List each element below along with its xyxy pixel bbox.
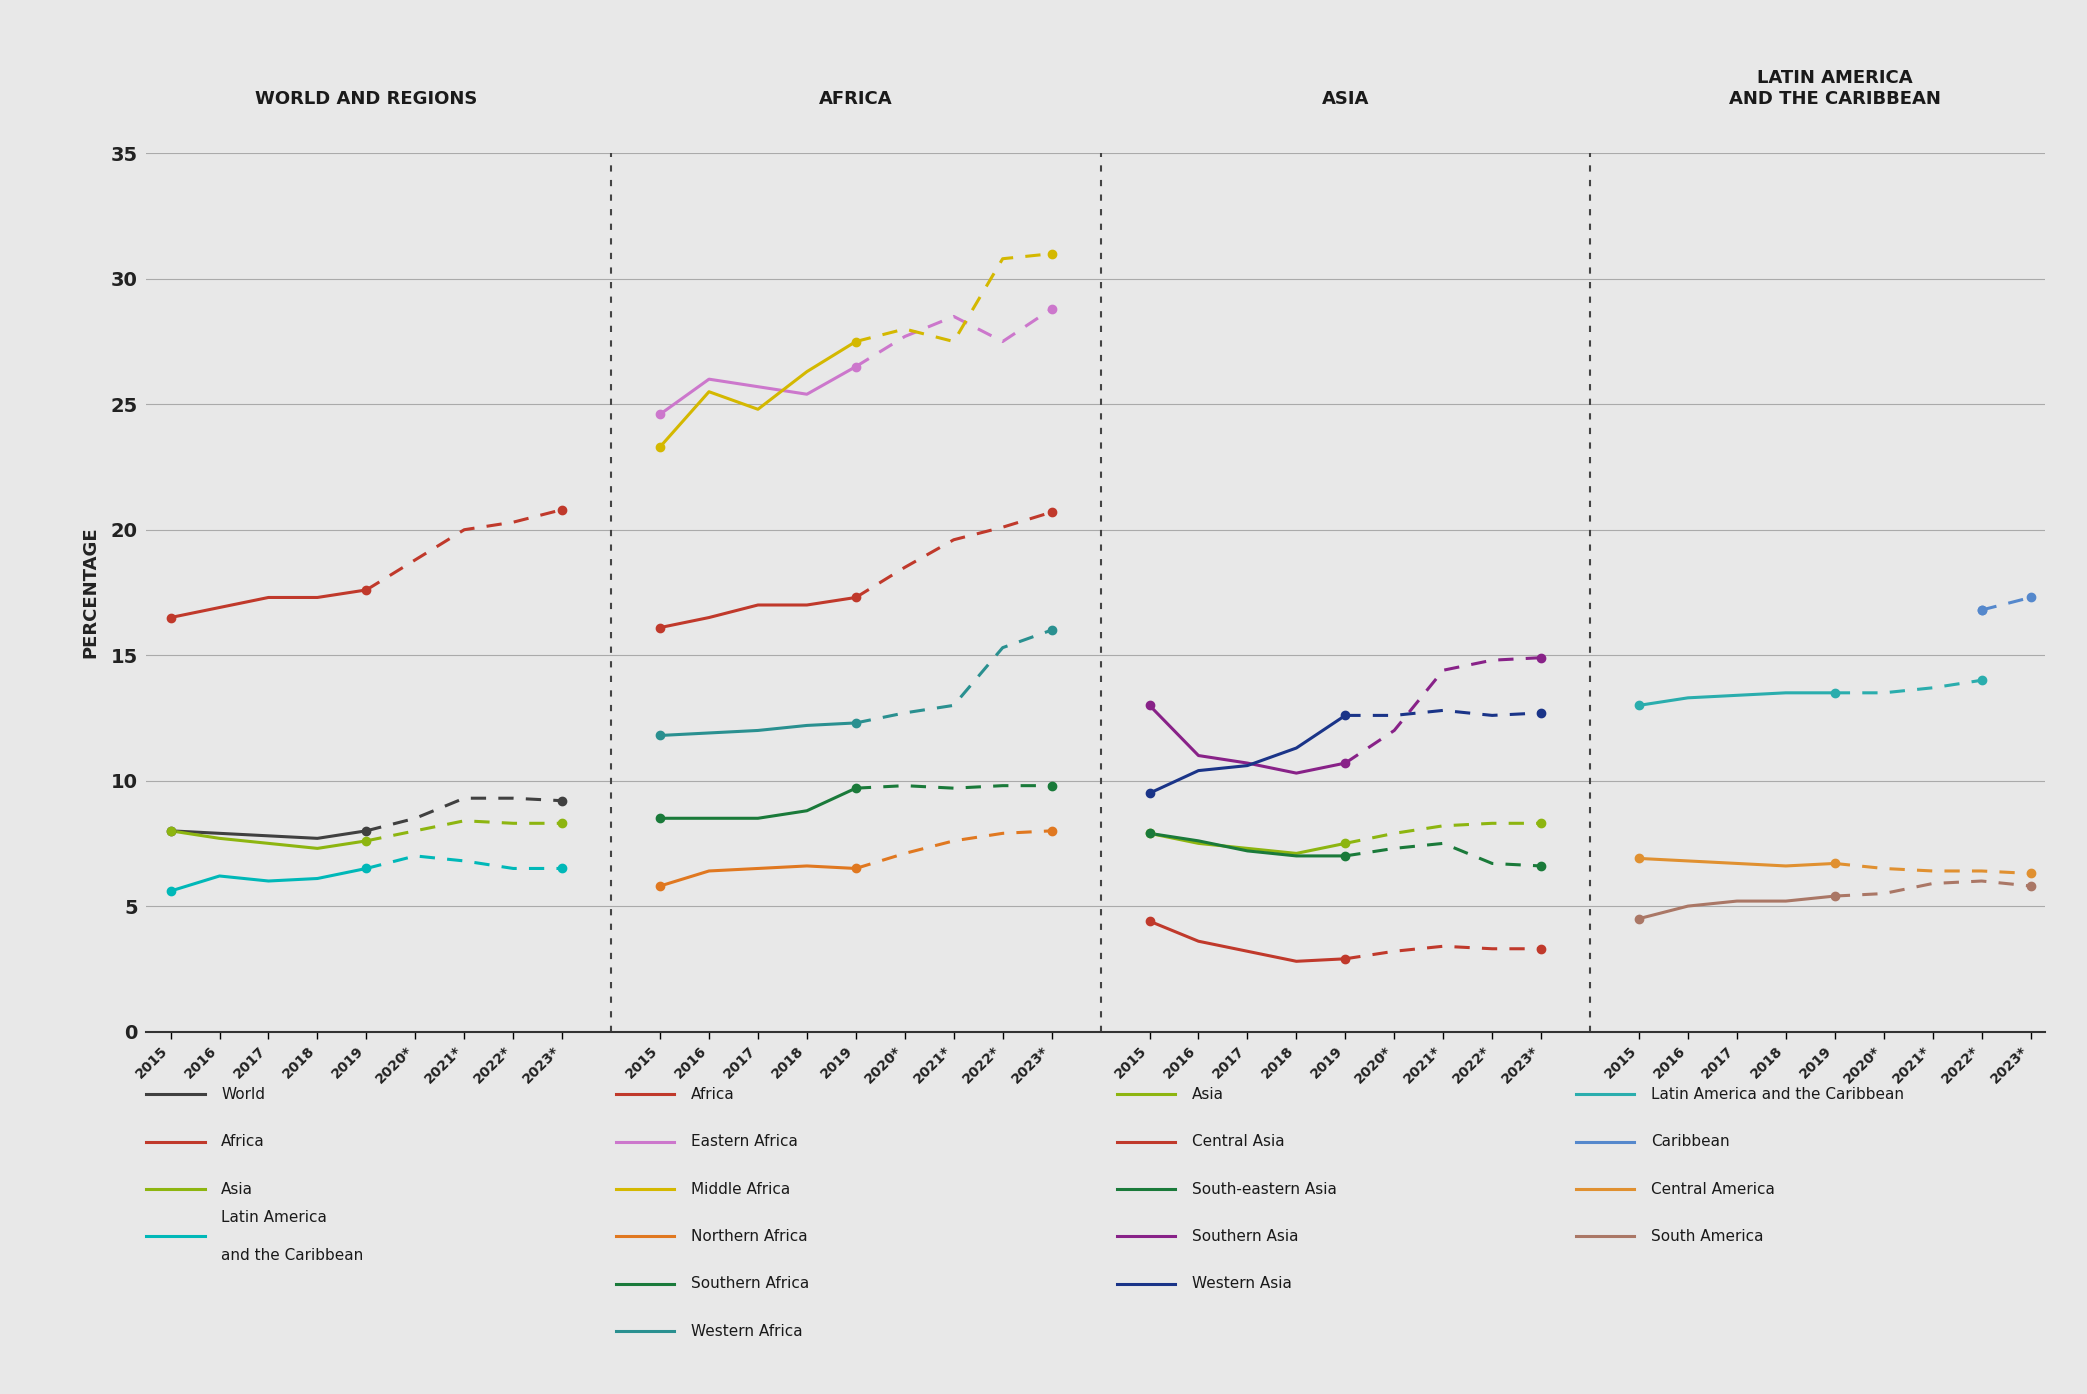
Text: Latin America and the Caribbean: Latin America and the Caribbean [1651, 1087, 1903, 1101]
Text: World: World [221, 1087, 265, 1101]
Text: WORLD AND REGIONS: WORLD AND REGIONS [255, 91, 478, 109]
Text: Latin America: Latin America [221, 1210, 328, 1225]
Text: Middle Africa: Middle Africa [691, 1182, 791, 1196]
Text: Western Africa: Western Africa [691, 1324, 801, 1338]
Text: Africa: Africa [691, 1087, 735, 1101]
Text: Southern Africa: Southern Africa [691, 1277, 810, 1291]
Text: and the Caribbean: and the Caribbean [221, 1248, 363, 1263]
Text: ASIA: ASIA [1321, 91, 1369, 109]
Text: LATIN AMERICA
AND THE CARIBBEAN: LATIN AMERICA AND THE CARIBBEAN [1728, 70, 1941, 109]
Text: Central America: Central America [1651, 1182, 1774, 1196]
Y-axis label: PERCENTAGE: PERCENTAGE [81, 527, 100, 658]
Text: Africa: Africa [221, 1135, 265, 1149]
Text: South-eastern Asia: South-eastern Asia [1192, 1182, 1336, 1196]
Text: Northern Africa: Northern Africa [691, 1230, 808, 1243]
Text: AFRICA: AFRICA [818, 91, 893, 109]
Text: Asia: Asia [221, 1182, 253, 1196]
Text: Southern Asia: Southern Asia [1192, 1230, 1298, 1243]
Text: Asia: Asia [1192, 1087, 1223, 1101]
Text: South America: South America [1651, 1230, 1764, 1243]
Text: Western Asia: Western Asia [1192, 1277, 1292, 1291]
Text: Eastern Africa: Eastern Africa [691, 1135, 797, 1149]
Text: Central Asia: Central Asia [1192, 1135, 1284, 1149]
Text: Caribbean: Caribbean [1651, 1135, 1730, 1149]
